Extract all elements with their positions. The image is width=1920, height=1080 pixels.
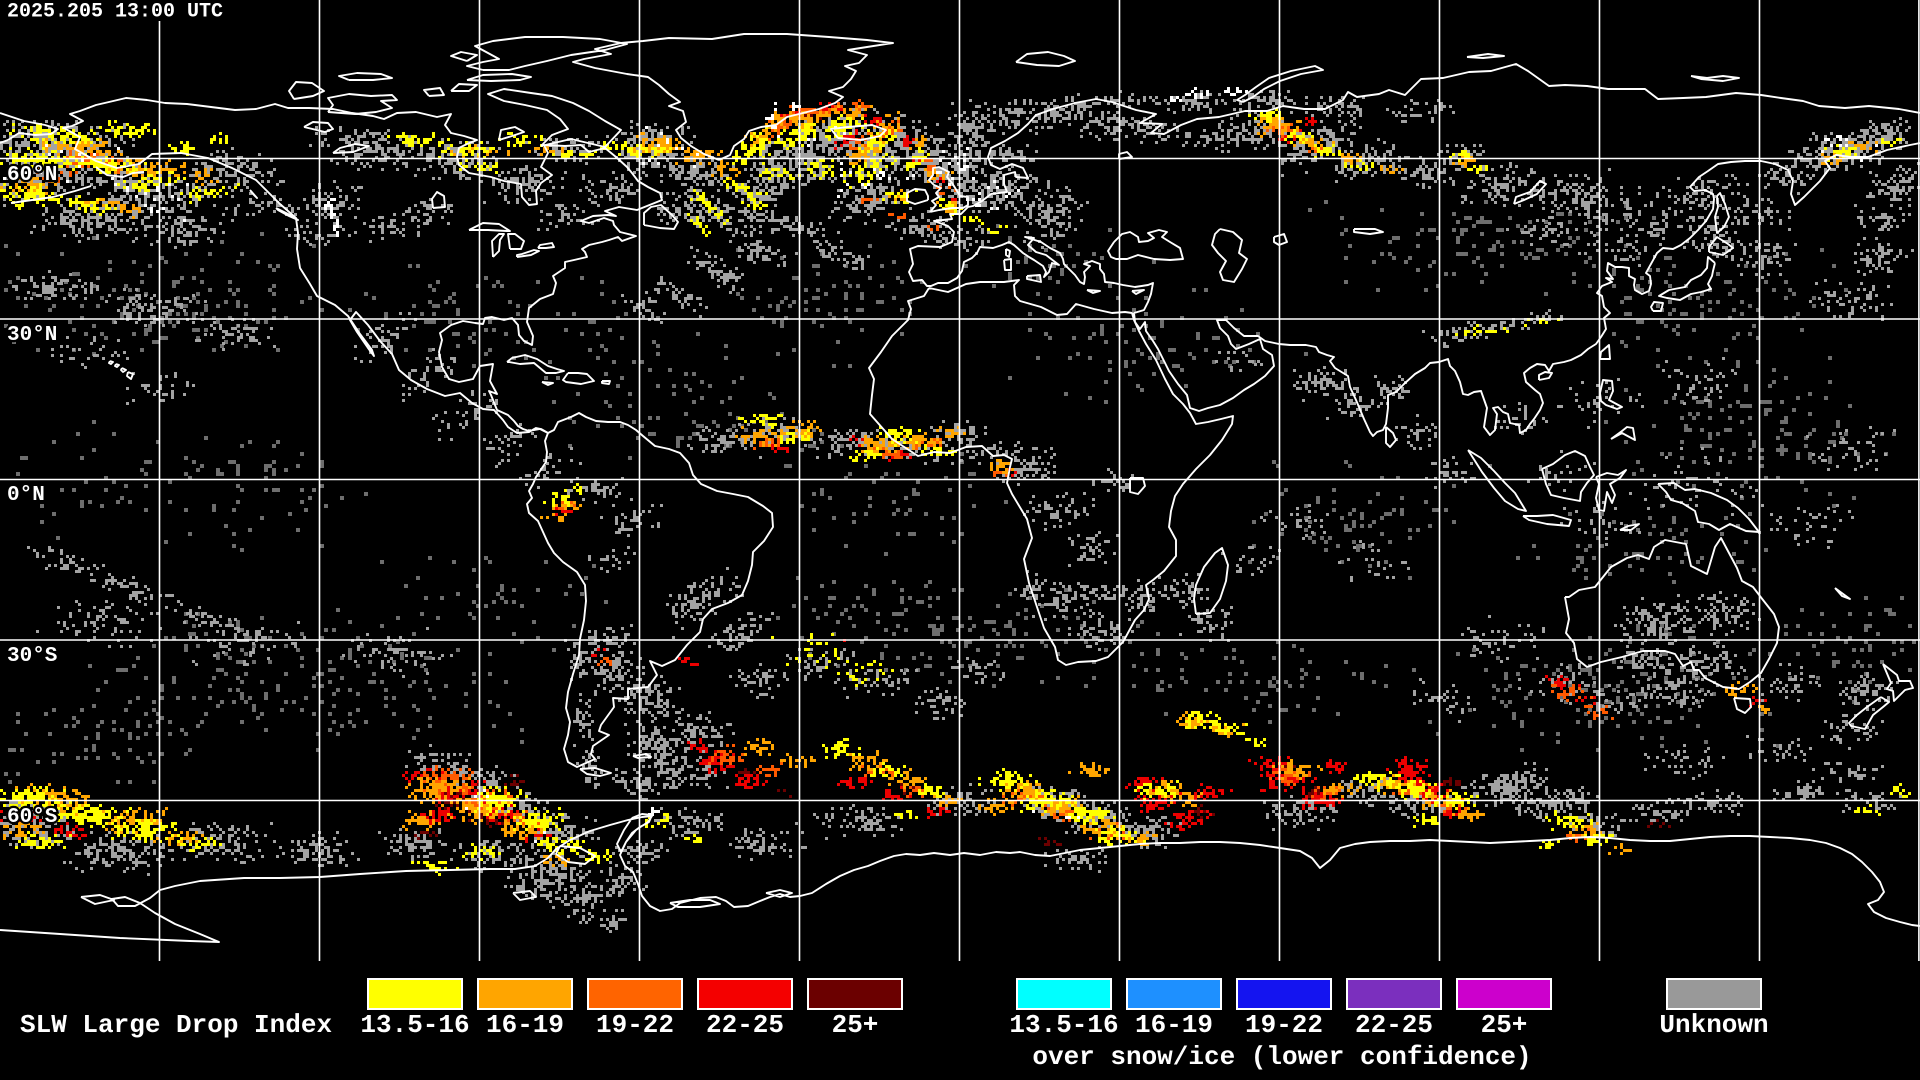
svg-text:0°N: 0°N xyxy=(7,484,45,507)
svg-text:60°N: 60°N xyxy=(7,164,57,187)
svg-text:19-22: 19-22 xyxy=(596,1010,674,1040)
svg-text:16-19: 16-19 xyxy=(1135,1010,1213,1040)
svg-text:16-19: 16-19 xyxy=(486,1010,564,1040)
svg-text:25+: 25+ xyxy=(832,1010,879,1040)
svg-text:30°S: 30°S xyxy=(7,645,57,668)
svg-text:22-25: 22-25 xyxy=(706,1010,784,1040)
svg-text:60°S: 60°S xyxy=(7,806,57,829)
svg-text:2025.205 13:00 UTC: 2025.205 13:00 UTC xyxy=(7,1,223,24)
svg-text:30°N: 30°N xyxy=(7,324,57,347)
svg-text:22-25: 22-25 xyxy=(1355,1010,1433,1040)
svg-text:25+: 25+ xyxy=(1481,1010,1528,1040)
svg-text:13.5-16: 13.5-16 xyxy=(360,1010,469,1040)
svg-text:13.5-16: 13.5-16 xyxy=(1009,1010,1118,1040)
svg-text:19-22: 19-22 xyxy=(1245,1010,1323,1040)
svg-text:SLW Large Drop Index: SLW Large Drop Index xyxy=(20,1010,332,1040)
svg-text:Unknown: Unknown xyxy=(1659,1010,1768,1040)
svg-text:over snow/ice (lower confidenc: over snow/ice (lower confidence) xyxy=(1032,1042,1531,1072)
